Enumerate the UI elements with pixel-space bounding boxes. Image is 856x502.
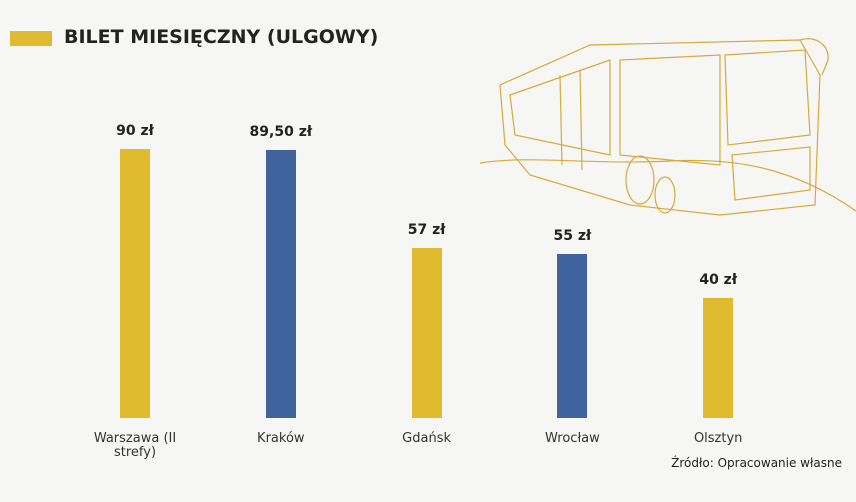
x-tick-label: Warszawa (II strefy) bbox=[90, 432, 180, 460]
bus-illustration bbox=[470, 15, 856, 225]
bar bbox=[703, 298, 733, 418]
value-label: 40 zł bbox=[658, 272, 778, 288]
bar bbox=[557, 254, 587, 418]
source-note: Źródło: Opracowanie własne bbox=[671, 456, 842, 470]
bar bbox=[266, 150, 296, 418]
bar bbox=[412, 248, 442, 418]
value-label: 57 zł bbox=[367, 222, 487, 238]
title-swatch bbox=[10, 31, 52, 46]
x-tick-label: Olsztyn bbox=[673, 432, 763, 446]
bar bbox=[120, 149, 150, 418]
chart-title: BILET MIESIĘCZNY (ULGOWY) bbox=[64, 26, 378, 48]
value-label: 55 zł bbox=[512, 228, 632, 244]
x-tick-label: Wrocław bbox=[527, 432, 617, 446]
x-tick-label: Gdańsk bbox=[382, 432, 472, 446]
value-label: 89,50 zł bbox=[221, 124, 341, 140]
chart: BILET MIESIĘCZNY (ULGOWY) Źródło: Opraco… bbox=[0, 0, 856, 502]
value-label: 90 zł bbox=[75, 123, 195, 139]
x-tick-label: Kraków bbox=[236, 432, 326, 446]
